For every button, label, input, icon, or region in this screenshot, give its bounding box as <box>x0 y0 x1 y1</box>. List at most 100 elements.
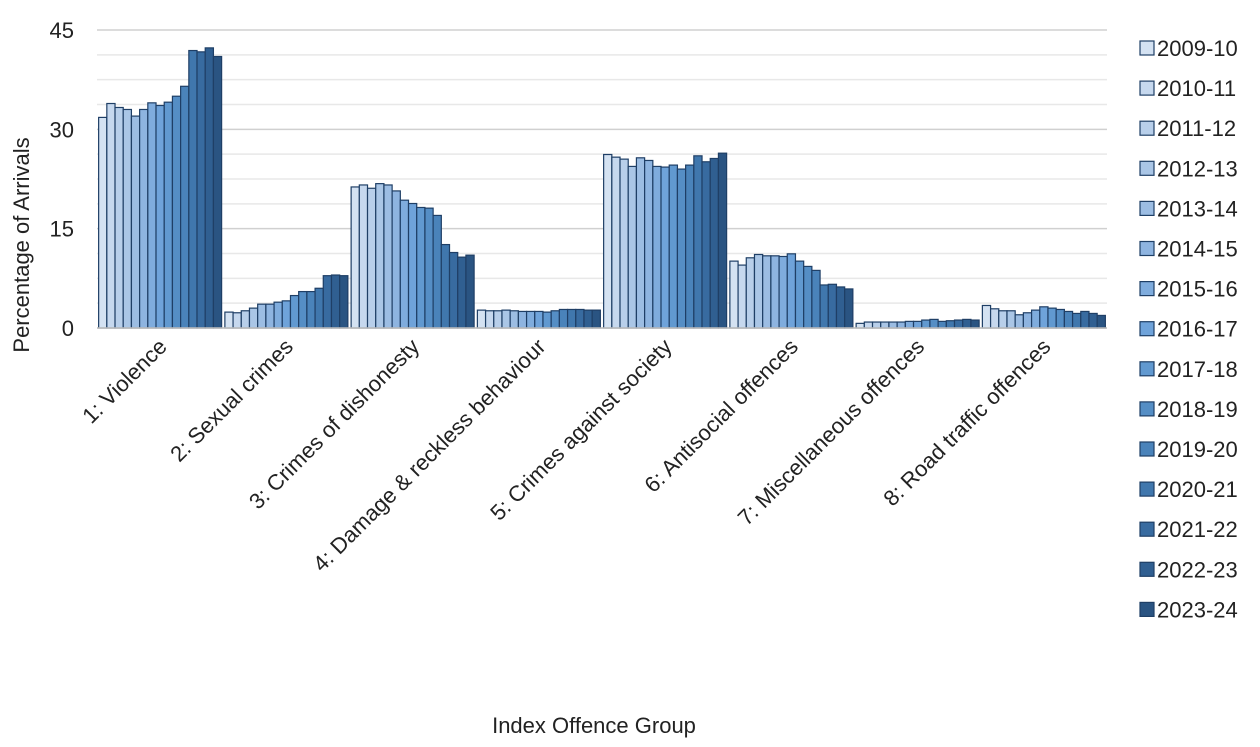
bar <box>122 108 133 329</box>
bar <box>745 257 756 329</box>
bar <box>566 308 577 329</box>
bar <box>803 265 813 329</box>
legend-label: 2017-18 <box>1157 357 1238 382</box>
legend-label: 2010-11 <box>1157 76 1236 101</box>
bar <box>416 206 426 329</box>
bar <box>534 310 544 329</box>
bar <box>611 156 621 329</box>
bar <box>603 153 613 329</box>
bar <box>289 294 300 329</box>
legend-label: 2015-16 <box>1157 277 1238 302</box>
legend-swatch <box>1139 120 1155 136</box>
bar <box>375 183 385 329</box>
bar <box>457 256 467 329</box>
x-axis-title: Index Offence Group <box>492 713 696 738</box>
bar <box>130 115 141 329</box>
legend-swatch <box>1139 481 1155 497</box>
legend: 2009-10 2010-11 2011-12 2012-13 2013-14 2014-… <box>1139 36 1238 622</box>
bar <box>476 309 487 329</box>
bar <box>273 301 283 329</box>
legend-swatch <box>1139 401 1155 417</box>
bar <box>863 321 874 329</box>
bar <box>717 152 728 329</box>
bar <box>339 275 349 329</box>
bar <box>880 321 890 329</box>
bar <box>786 253 797 329</box>
bar <box>424 207 434 329</box>
bar <box>306 290 316 329</box>
legend-label: 2018-19 <box>1157 397 1238 422</box>
bar <box>493 310 503 329</box>
legend-swatch <box>1139 441 1155 457</box>
legend-swatch <box>1139 200 1155 216</box>
bar <box>1039 306 1049 329</box>
bar <box>844 288 854 329</box>
bar <box>517 310 528 329</box>
bar <box>322 275 333 329</box>
bar <box>575 308 585 329</box>
bar <box>676 168 687 329</box>
bar <box>1014 314 1024 329</box>
bar <box>1088 312 1098 329</box>
gridlines <box>97 29 1107 329</box>
bar <box>383 184 393 329</box>
bar <box>591 309 601 329</box>
bar <box>819 284 829 329</box>
bar <box>762 255 772 329</box>
x-tick-label: 4: Damage & reckless behaviour <box>308 334 550 576</box>
bar <box>248 307 259 329</box>
y-tick-label: 30 <box>50 117 74 142</box>
x-tick-label: 2: Sexual crimes <box>165 334 298 467</box>
y-tick-label: 45 <box>50 18 74 43</box>
bar <box>737 264 747 329</box>
bar <box>1080 310 1090 329</box>
bar <box>627 165 638 329</box>
bar <box>550 310 560 329</box>
bar <box>350 186 360 329</box>
y-tick-label: 15 <box>50 217 74 242</box>
bar <box>330 274 341 329</box>
bar <box>171 95 182 329</box>
bar <box>407 202 418 329</box>
legend-label: 2012-13 <box>1157 156 1238 181</box>
bar <box>753 253 764 329</box>
legend-swatch <box>1139 40 1155 56</box>
bar <box>619 158 629 329</box>
bar <box>525 310 536 329</box>
legend-label: 2019-20 <box>1157 437 1238 462</box>
legend-swatch <box>1139 361 1155 377</box>
bar <box>729 260 739 329</box>
bar <box>432 214 442 329</box>
bar <box>163 101 174 329</box>
bar <box>778 255 788 329</box>
legend-label: 2020-21 <box>1157 477 1238 502</box>
bar <box>1030 309 1041 329</box>
bar <box>257 303 267 329</box>
bar <box>224 311 234 329</box>
bar <box>542 311 552 329</box>
legend-swatch <box>1139 521 1155 537</box>
legend-swatch <box>1139 561 1155 577</box>
bar <box>583 309 593 329</box>
bar <box>945 320 956 329</box>
bar <box>970 319 980 329</box>
legend-label: 2009-10 <box>1157 36 1238 61</box>
bar <box>240 310 251 329</box>
bar <box>139 108 149 329</box>
bar <box>558 308 569 329</box>
bar <box>1022 312 1033 329</box>
bar <box>448 251 459 329</box>
bar <box>1096 314 1106 329</box>
bar <box>937 320 947 329</box>
bar <box>962 318 972 329</box>
bar <box>204 47 215 329</box>
bar <box>147 102 157 329</box>
bar <box>1071 312 1082 329</box>
legend-label: 2014-15 <box>1157 237 1238 262</box>
bar <box>440 243 451 329</box>
bar <box>668 164 679 329</box>
bar <box>770 255 780 329</box>
bar <box>155 104 165 329</box>
bar <box>484 310 495 329</box>
legend-label: 2021-22 <box>1157 517 1238 542</box>
